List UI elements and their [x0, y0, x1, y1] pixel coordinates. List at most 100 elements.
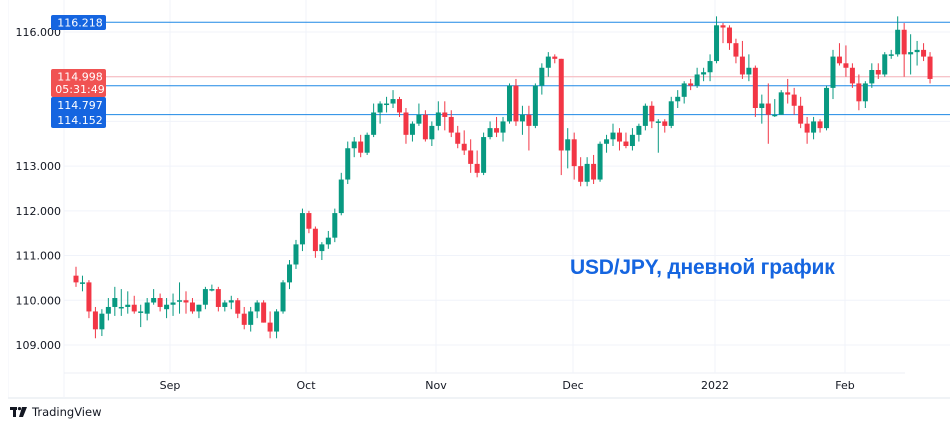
- candle-body-up: [409, 123, 415, 135]
- candle-body-down: [558, 58, 564, 151]
- candle-body-down: [215, 289, 221, 307]
- candle-body-down: [927, 56, 933, 79]
- candle-body-up: [539, 67, 545, 86]
- candle-body-up: [481, 137, 487, 173]
- candle-body-up: [196, 304, 202, 312]
- candle-body-up: [99, 313, 105, 330]
- tradingview-logo-icon: [10, 407, 27, 417]
- time-axis-label: Dec: [562, 379, 583, 392]
- candle-body-up: [629, 134, 635, 147]
- candle-body-up: [144, 302, 150, 314]
- candle-body-down: [578, 166, 584, 182]
- candle-body-down: [688, 83, 694, 86]
- candle-body-down: [235, 300, 241, 314]
- candle-body-up: [390, 99, 396, 104]
- candle-body-down: [442, 112, 448, 117]
- candle-body-down: [649, 105, 655, 122]
- candle-body-up: [299, 213, 305, 245]
- candle-body-up: [164, 304, 170, 310]
- candle-body-down: [312, 228, 318, 252]
- candle-body-up: [254, 302, 260, 312]
- candle-body-up: [487, 128, 493, 138]
- candle-body-up: [351, 141, 357, 149]
- candle-body-up: [759, 103, 765, 109]
- price-axis-label: 110.000: [16, 294, 62, 307]
- last-price-badge[interactable]: [51, 69, 106, 97]
- candle-body-down: [752, 67, 758, 109]
- candle-body-down: [798, 105, 804, 124]
- candle-body-down: [403, 112, 409, 135]
- candle-body-down: [836, 56, 842, 64]
- candle-body-up: [112, 298, 118, 307]
- candle-body-up: [895, 29, 901, 55]
- candle-body-up: [416, 114, 422, 124]
- candle-body-up: [746, 67, 752, 75]
- candle-body-down: [856, 83, 862, 102]
- candle-body-up: [293, 244, 299, 265]
- candle-body-down: [733, 43, 739, 57]
- candle-body-up: [908, 52, 914, 55]
- candle-body-up: [565, 139, 571, 151]
- candle-body-down: [875, 70, 881, 75]
- candle-body-down: [131, 304, 137, 312]
- candle-body-down: [494, 128, 500, 133]
- level-badge-116218-text: 116.218: [57, 17, 103, 30]
- candle-body-up: [707, 61, 713, 73]
- candle-body-up: [811, 121, 817, 133]
- candle-body-up: [429, 125, 435, 140]
- candle-body-up: [597, 143, 603, 180]
- candle-body-up: [248, 311, 254, 325]
- candle-body-down: [785, 92, 791, 95]
- candle-body-up: [506, 85, 512, 122]
- candle-body-down: [765, 103, 771, 115]
- price-axis-label: 113.000: [16, 160, 62, 173]
- candle-body-down: [261, 302, 267, 323]
- candle-body-down: [73, 275, 79, 283]
- candle-body-down: [526, 114, 532, 126]
- candle-body-down: [726, 27, 732, 44]
- candle-body-up: [79, 282, 85, 284]
- level-badges-114797-114152[interactable]: [51, 97, 106, 128]
- time-axis-label: Sep: [160, 379, 181, 392]
- candle-body-up: [319, 244, 325, 252]
- candle-body-down: [571, 139, 577, 167]
- candle-body-down: [591, 163, 597, 180]
- candle-body-down: [448, 116, 454, 133]
- candle-body-up: [610, 132, 616, 140]
- candle-body-down: [189, 302, 195, 312]
- candle-body-up: [694, 74, 700, 86]
- candle-body-down: [358, 141, 364, 153]
- candle-body-up: [138, 311, 144, 313]
- candlestick-chart[interactable]: 116.000 113.000 112.000 111.000 110.000 109.0…: [8, 0, 950, 402]
- level-badge-114152-text: 114.152: [57, 114, 103, 127]
- candle-body-down: [241, 313, 247, 325]
- candle-body-down: [468, 150, 474, 164]
- candle-body-up: [325, 237, 331, 245]
- time-axis-label: Oct: [296, 379, 316, 392]
- candle-body-up: [869, 70, 875, 84]
- candle-body-down: [306, 213, 312, 229]
- candle-body-down: [849, 67, 855, 84]
- candle-body-down: [92, 311, 98, 330]
- candle-body-up: [532, 85, 538, 126]
- candle-body-up: [338, 179, 344, 214]
- time-axis-label: 2022: [701, 379, 729, 392]
- tradingview-branding[interactable]: TradingView: [10, 405, 101, 419]
- candle-body-up: [377, 103, 383, 113]
- candle-body-up: [519, 114, 525, 122]
- candle-body-up: [222, 302, 228, 307]
- candle-body-down: [513, 85, 519, 122]
- last-price-badge-text: 114.998: [57, 71, 103, 84]
- candle-body-up: [287, 264, 293, 283]
- candle-body-up: [151, 298, 157, 303]
- candle-body-up: [364, 134, 370, 153]
- candle-body-up: [778, 92, 784, 115]
- candle-body-up: [668, 101, 674, 126]
- candle-body-up: [701, 72, 707, 75]
- level-badge-116218[interactable]: [51, 15, 106, 30]
- candle-body-down: [397, 99, 402, 113]
- candle-body-down: [183, 300, 189, 303]
- time-axis-label: Feb: [835, 379, 854, 392]
- candle-body-down: [267, 322, 273, 332]
- candle-body-up: [888, 54, 894, 56]
